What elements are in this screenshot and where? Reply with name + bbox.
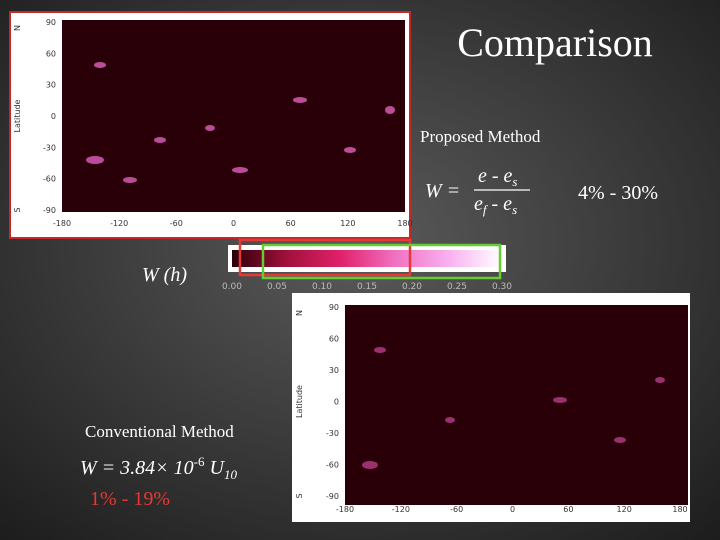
lon-tick-label: 120 [340, 219, 355, 228]
colorbar-tick-label: 0.30 [492, 282, 512, 292]
colorbar-tick-label: 0.10 [312, 282, 332, 292]
map-speckles [86, 62, 395, 183]
formula-part: U [205, 457, 226, 479]
map-top: 90 60 30 0 -30 -60 -90 -180 -120 -60 0 60 120 180 Lati… [9, 11, 413, 239]
lon-tick-label: -60 [170, 219, 183, 228]
lon-tick-label: 60 [563, 505, 573, 514]
svg-text:ef - es: ef - es [474, 193, 517, 217]
proposed-label: Proposed Method [420, 127, 541, 146]
lon-tick-label: -60 [450, 505, 463, 514]
highlight-red [238, 238, 412, 277]
formula-part: - e [487, 193, 513, 215]
colorbar-tick-label: 0.20 [402, 282, 422, 292]
lat-tick-label: -90 [43, 206, 56, 215]
lat-tick-label: -90 [326, 492, 339, 501]
lat-tick-label: -30 [326, 429, 339, 438]
south-label: S [295, 493, 304, 498]
highlight-green [261, 243, 502, 280]
lon-tick-label: 0 [231, 219, 236, 228]
lon-tick-label: -180 [53, 219, 71, 228]
map-plot [345, 305, 688, 505]
slide-title: Comparison [457, 20, 653, 65]
lat-tick-label: 90 [329, 303, 339, 312]
lat-tick-label: 30 [46, 81, 56, 90]
formula-lhs: W = [425, 180, 460, 202]
formula-part: s [512, 202, 517, 217]
proposed-formula: W = e - es ef - es [425, 165, 530, 217]
lat-tick-label: 60 [329, 335, 339, 344]
y-axis-label: Latitude [295, 385, 304, 418]
lon-tick-label: -120 [110, 219, 128, 228]
lat-tick-label: 0 [334, 398, 339, 407]
lon-tick-label: 120 [617, 505, 632, 514]
lon-tick-label: 60 [286, 219, 296, 228]
formula-part: -6 [194, 454, 205, 469]
conventional-range: 1% - 19% [90, 488, 170, 510]
map-bottom: 90 60 30 0 -30 -60 -90 -180 -120 -60 0 60 120 180 Lati… [292, 293, 690, 522]
map-plot [62, 20, 405, 212]
lon-tick-label: 180 [672, 505, 687, 514]
formula-part: s [512, 174, 517, 189]
formula-part: 10 [224, 467, 238, 482]
lat-tick-label: 60 [46, 49, 56, 58]
lon-tick-label: -120 [392, 505, 410, 514]
proposed-range: 4% - 30% [578, 182, 658, 204]
north-label: N [13, 25, 22, 31]
svg-text:e - es: e - es [478, 165, 517, 189]
formula-part: W = 3.84× 10 [80, 457, 194, 479]
colorbar-tick-label: 0.00 [222, 282, 242, 292]
north-label: N [295, 310, 304, 316]
conventional-formula: W = 3.84× 10-6 U10 [80, 454, 237, 482]
colorbar [232, 250, 502, 267]
formula-part: e - e [478, 165, 513, 187]
colorbar-tick-label: 0.05 [267, 282, 287, 292]
lat-tick-label: 0 [51, 112, 56, 121]
lat-tick-label: -60 [43, 175, 56, 184]
y-axis-label: Latitude [13, 99, 22, 132]
lon-tick-label: 180 [397, 219, 412, 228]
lat-tick-label: -30 [43, 143, 56, 152]
colorbar-tick-label: 0.15 [357, 282, 377, 292]
south-label: S [13, 207, 22, 212]
lat-tick-label: -60 [326, 461, 339, 470]
formula-part: e [474, 193, 483, 215]
formula-part: f [483, 202, 489, 217]
lat-tick-label: 30 [329, 366, 339, 375]
map-speckles [362, 347, 665, 469]
conventional-label: Conventional Method [85, 422, 234, 441]
colorbar-label: W (h) [142, 264, 187, 286]
colorbar-tick-label: 0.25 [447, 282, 467, 292]
lat-tick-label: 90 [46, 18, 56, 27]
lon-tick-label: -180 [336, 505, 354, 514]
lon-tick-label: 0 [510, 505, 515, 514]
